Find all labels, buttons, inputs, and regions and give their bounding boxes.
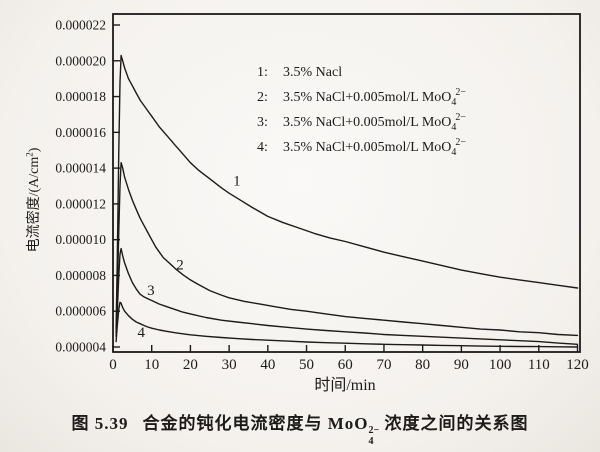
legend-entry-number: 1: <box>257 65 268 80</box>
figure-caption: 图 5.39 合金的钝化电流密度与 MoO 2− 4 浓度之间的关系图 <box>0 409 600 447</box>
curve-4 <box>115 301 579 348</box>
y-tick-label: 0.000012 <box>55 196 106 211</box>
caption-text-post: 浓度之间的关系图 <box>379 414 529 433</box>
y-tick-label: 0.000022 <box>55 18 106 33</box>
curve-1 <box>115 54 579 330</box>
y-tick-label: 0.000008 <box>55 268 106 283</box>
curve-3 <box>115 247 579 345</box>
curve-2-label: 2 <box>176 258 184 274</box>
y-tick-label: 0.000020 <box>55 53 106 68</box>
formula-base: MoO <box>327 414 369 433</box>
legend-entry-2: 2: 3.5% NaCl+0.005mol/L MoO42− <box>257 85 466 110</box>
legend-entry-text: 3.5% Nacl <box>283 65 343 80</box>
legend-formula-superscript: 2− <box>455 137 467 149</box>
y-tick-label: 0.000018 <box>55 89 106 104</box>
figure-number: 图 5.39 <box>71 414 129 433</box>
x-tick-label: 0 <box>109 357 117 373</box>
x-tick-label: 100 <box>489 357 512 373</box>
legend-entry-text: 3.5% NaCl+0.005mol/L <box>283 90 422 105</box>
molybdate-formula: MoO 2− 4 <box>327 414 379 446</box>
legend-formula-superscript: 2− <box>455 112 467 124</box>
x-tick-label: 50 <box>299 357 314 373</box>
plot-frame <box>112 13 581 353</box>
y-axis-title-sup: 2 <box>24 152 35 157</box>
y-tick-label: 0.000014 <box>55 161 106 176</box>
legend-formula-subscript: 4 <box>451 96 457 108</box>
legend-entry-4: 4: 3.5% NaCl+0.005mol/L MoO42− <box>257 135 466 160</box>
legend-formula-base: MoO <box>421 90 452 105</box>
x-tick-label: 110 <box>528 357 550 373</box>
curve-1-label: 1 <box>233 174 241 190</box>
legend-formula-base: MoO <box>421 140 452 155</box>
x-tick-label: 10 <box>144 357 159 373</box>
legend-formula-superscript: 2− <box>455 87 467 99</box>
y-tick-label: 0.000010 <box>55 232 106 247</box>
legend-formula-subscript: 4 <box>451 146 457 158</box>
legend-entry-number: 3: <box>257 115 268 130</box>
formula-subscript: 4 <box>368 435 374 447</box>
y-axis-title-text: 电流密度/(A/cm <box>27 156 42 253</box>
formula-scripts: 2− 4 <box>368 425 380 447</box>
curve-4-label: 4 <box>138 325 146 341</box>
x-tick-label: 80 <box>415 357 430 373</box>
x-tick-label: 20 <box>183 357 198 373</box>
caption-text-pre: 合金的钝化电流密度与 <box>142 414 328 433</box>
x-tick-label: 60 <box>338 357 353 373</box>
legend-entry-text: 3.5% NaCl+0.005mol/L <box>283 115 422 130</box>
x-tick-label: 30 <box>222 357 237 373</box>
legend-entry-3: 3: 3.5% NaCl+0.005mol/L MoO42− <box>257 110 466 135</box>
legend-entry-number: 2: <box>257 90 268 105</box>
y-axis-title: 电流密度/(A/cm2) <box>23 111 42 289</box>
y-tick-label: 0.000006 <box>55 304 106 319</box>
x-tick-label: 90 <box>454 357 469 373</box>
legend: 1: 3.5% Nacl 2: 3.5% NaCl+0.005mol/L MoO42−… <box>257 60 466 160</box>
legend-formula-base: MoO <box>421 115 452 130</box>
y-tick-label: 0.000004 <box>55 340 106 355</box>
curve-2 <box>115 162 579 337</box>
y-tick-label: 0.000016 <box>55 125 106 140</box>
legend-formula-subscript: 4 <box>451 121 457 133</box>
legend-entry-text: 3.5% NaCl+0.005mol/L <box>283 140 422 155</box>
curve-3-label: 3 <box>147 283 155 299</box>
x-tick-label: 40 <box>260 357 275 373</box>
x-axis-title: 时间/min <box>314 377 376 394</box>
formula-superscript: 2− <box>368 425 380 436</box>
x-tick-label: 120 <box>566 357 589 373</box>
x-tick-label: 70 <box>376 357 391 373</box>
legend-entry-number: 4: <box>257 140 268 155</box>
legend-entry-1: 1: 3.5% Nacl <box>257 60 466 85</box>
y-axis-title-close: ) <box>27 147 42 153</box>
